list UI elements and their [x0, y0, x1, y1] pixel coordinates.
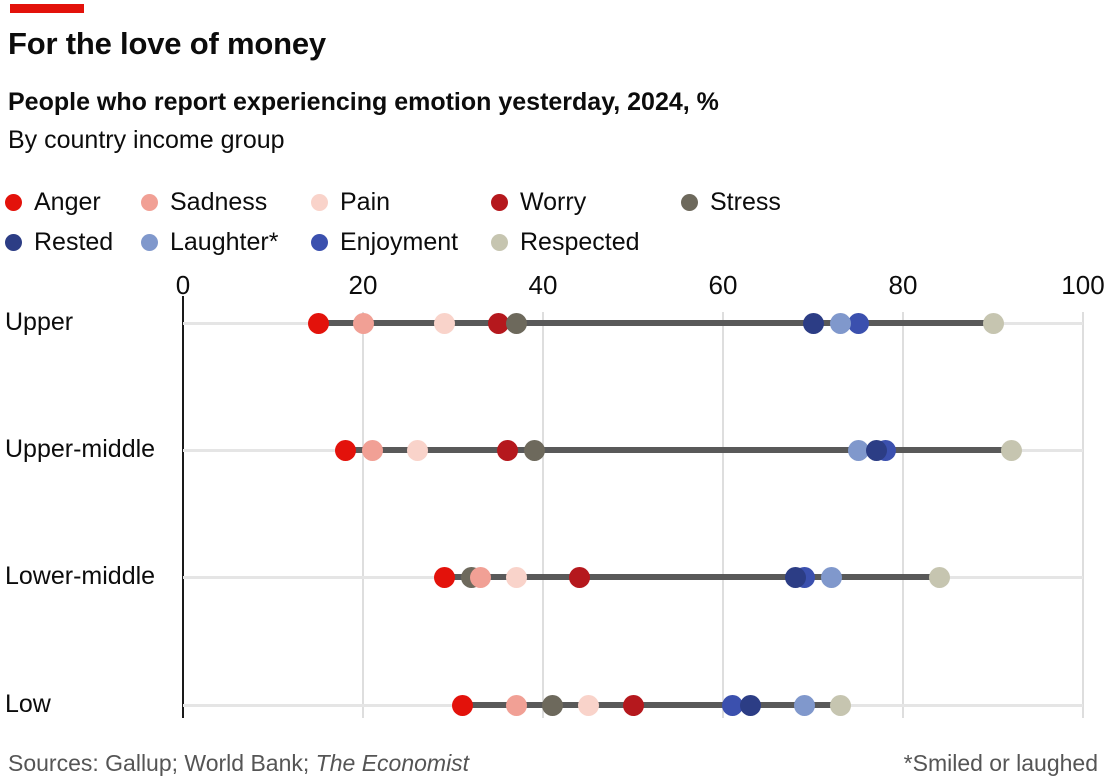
stress-legend-dot [681, 193, 698, 211]
dot-upper-stress [505, 312, 527, 334]
legend-label-worry: Worry [520, 187, 587, 216]
dot-lower-middle-respected [928, 566, 950, 588]
dot-lower-middle-sadness [469, 566, 491, 588]
gridline-60 [722, 312, 724, 718]
x-tick-80: 80 [888, 270, 918, 300]
x-tick-0: 0 [175, 270, 191, 300]
dot-upper-rested [802, 312, 824, 334]
legend-label-laughter: Laughter* [170, 227, 279, 256]
anger-legend-dot [5, 193, 22, 211]
dot-upper-enjoyment [847, 312, 869, 334]
legend-label-anger: Anger [34, 187, 101, 216]
dot-lower-middle-pain [505, 566, 527, 588]
dot-upper-middle-pain [406, 439, 428, 461]
legend-label-respected: Respected [520, 227, 640, 256]
dot-upper-middle-anger [334, 439, 356, 461]
dot-low-rested [739, 694, 761, 716]
dot-low-pain [577, 694, 599, 716]
legend-label-rested: Rested [34, 227, 114, 256]
dot-upper-anger [307, 312, 329, 334]
x-tick-40: 40 [528, 270, 558, 300]
gridline-100 [1082, 312, 1084, 718]
dot-lower-middle-rested [784, 566, 806, 588]
gridline-20 [362, 312, 364, 718]
row-label-Upper-middle: Upper-middle [5, 435, 156, 463]
economist-accent-bar [10, 4, 84, 13]
dot-lower-middle-worry [568, 566, 590, 588]
dot-low-worry [622, 694, 644, 716]
pain-legend-dot [311, 193, 328, 211]
dot-low-anger [451, 694, 473, 716]
dot-low-respected [829, 694, 851, 716]
sources-prefix: Sources: Gallup; World Bank; [8, 750, 316, 776]
respected-legend-dot [491, 233, 508, 251]
dot-upper-middle-worry [496, 439, 518, 461]
dot-upper-respected [982, 312, 1004, 334]
sources-text: Sources: Gallup; World Bank; The Economi… [8, 750, 469, 777]
row-range-Upper-middle [345, 447, 1011, 453]
dot-upper-pain [433, 312, 455, 334]
row-range-Low [462, 702, 840, 708]
row-label-Lower-middle: Lower-middle [5, 562, 156, 590]
row-range-Lower-middle [444, 574, 939, 580]
legend-label-enjoyment: Enjoyment [340, 227, 459, 256]
dot-upper-middle-rested [865, 439, 887, 461]
legend-item-laughter: Laughter* [141, 227, 279, 256]
gridline-40 [542, 312, 544, 718]
gridline-80 [902, 312, 904, 718]
enjoyment-legend-dot [311, 233, 328, 251]
rested-legend-dot [5, 233, 22, 251]
worry-legend-dot [491, 193, 508, 211]
legend-label-sadness: Sadness [170, 187, 268, 216]
dot-upper-middle-stress [523, 439, 545, 461]
dot-low-laughter [793, 694, 815, 716]
legend-item-anger: Anger [5, 187, 101, 216]
legend-label-pain: Pain [340, 187, 391, 216]
dot-low-stress [541, 694, 563, 716]
legend-item-sadness: Sadness [141, 187, 268, 216]
legend-item-worry: Worry [491, 187, 587, 216]
dot-lower-middle-anger [433, 566, 455, 588]
legend-item-rested: Rested [5, 227, 114, 256]
legend-item-stress: Stress [681, 187, 781, 216]
sources-publication: The Economist [315, 750, 470, 776]
row-label-Low: Low [5, 690, 51, 718]
y-axis-line [182, 296, 184, 718]
dot-upper-middle-respected [1000, 439, 1022, 461]
dot-low-sadness [505, 694, 527, 716]
sadness-legend-dot [141, 193, 158, 211]
chart-byline: By country income group [8, 126, 285, 154]
footnote-text: *Smiled or laughed [903, 750, 1098, 776]
dot-upper-middle-sadness [361, 439, 383, 461]
x-tick-20: 20 [348, 270, 378, 300]
dot-lower-middle-laughter [820, 566, 842, 588]
page-title: For the love of money [8, 26, 326, 61]
row-label-Upper: Upper [5, 308, 74, 336]
legend-label-stress: Stress [710, 187, 781, 216]
legend-item-respected: Respected [491, 227, 640, 256]
dot-upper-worry [487, 312, 509, 334]
x-tick-100: 100 [1061, 270, 1105, 300]
x-tick-60: 60 [708, 270, 738, 300]
dot-low-enjoyment [721, 694, 743, 716]
dot-upper-middle-laughter [847, 439, 869, 461]
dot-upper-sadness [352, 312, 374, 334]
dot-upper-laughter [829, 312, 851, 334]
chart-subtitle: People who report experiencing emotion y… [8, 88, 719, 116]
row-range-Upper [318, 320, 993, 326]
laughter-legend-dot [141, 233, 158, 251]
legend-item-enjoyment: Enjoyment [311, 227, 459, 256]
legend-item-pain: Pain [311, 187, 391, 216]
